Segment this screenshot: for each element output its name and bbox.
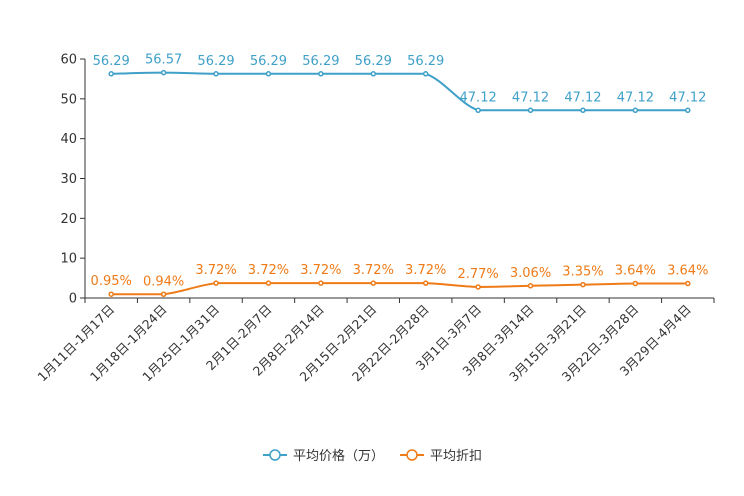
legend-label: 平均价格（万）	[293, 448, 384, 464]
data-point	[370, 280, 377, 286]
data-label: 56.29	[355, 54, 392, 69]
legend[interactable]: 平均价格（万） 平均折扣	[263, 448, 482, 464]
data-point	[632, 280, 639, 287]
data-label: 3.72%	[405, 263, 446, 278]
data-point	[213, 280, 219, 286]
data-label: 56.29	[250, 54, 287, 69]
y-tick-label: 10	[60, 252, 77, 267]
data-label: 56.29	[407, 54, 444, 69]
series-1: 56.29 56.57 56.29 56.29 56.29 56.29 56.29 47.12…	[93, 53, 706, 114]
y-tick-label: 50	[60, 92, 77, 107]
data-point	[265, 280, 272, 286]
data-point	[527, 283, 534, 289]
data-point	[213, 71, 219, 77]
data-label: 56.29	[93, 54, 130, 69]
data-label: 3.72%	[353, 263, 394, 278]
legend-item-1[interactable]: 平均价格（万）	[263, 448, 384, 464]
data-point	[422, 280, 429, 286]
data-point	[318, 71, 324, 77]
data-label: 56.29	[197, 54, 234, 69]
data-label: 47.12	[564, 90, 601, 105]
data-point	[108, 291, 114, 297]
data-point	[265, 71, 272, 77]
y-tick-label: 20	[60, 212, 77, 227]
data-label: 3.06%	[510, 266, 551, 281]
data-point	[318, 280, 324, 286]
data-label: 0.94%	[143, 274, 184, 289]
legend-circle-icon	[406, 449, 418, 461]
data-point	[475, 107, 481, 114]
data-point	[160, 291, 167, 298]
data-point	[580, 281, 586, 288]
data-point	[370, 71, 377, 77]
series-line	[111, 282, 688, 296]
data-point	[685, 107, 691, 114]
data-label: 0.95%	[91, 274, 132, 289]
data-label: 56.57	[145, 53, 182, 68]
data-label: 47.12	[460, 90, 497, 105]
data-label: 3.72%	[195, 263, 236, 278]
axes: 01020304050601月11日-1月17日1月18日-1月24日1月25日…	[34, 53, 715, 384]
data-label: 3.64%	[615, 264, 656, 279]
data-label: 3.72%	[300, 263, 341, 278]
legend-label: 平均折扣	[430, 449, 482, 464]
y-tick-label: 40	[60, 132, 77, 147]
y-tick-label: 30	[60, 172, 77, 187]
data-point	[475, 284, 481, 290]
data-label: 56.29	[302, 54, 339, 69]
series-line	[111, 71, 688, 112]
data-label: 47.12	[512, 90, 549, 105]
legend-item-2[interactable]: 平均折扣	[400, 449, 482, 464]
data-point	[580, 107, 586, 114]
series-2: 0.95% 0.94% 3.72% 3.72% 3.72% 3.72% 3.72% 2.77%…	[91, 263, 708, 298]
data-point	[422, 71, 429, 77]
data-label: 47.12	[617, 90, 654, 105]
data-point	[527, 107, 534, 114]
data-label: 47.12	[669, 90, 706, 105]
data-label: 2.77%	[457, 267, 498, 282]
series-layer: 56.29 56.57 56.29 56.29 56.29 56.29 56.29 47.12…	[91, 53, 708, 298]
legend-circle-icon	[269, 449, 281, 461]
data-label: 3.64%	[667, 264, 708, 279]
data-point	[685, 280, 691, 287]
data-label: 3.72%	[248, 263, 289, 278]
data-label: 3.35%	[562, 265, 603, 280]
data-point	[632, 107, 639, 114]
data-point	[108, 71, 114, 77]
y-tick-label: 0	[69, 292, 77, 307]
y-tick-label: 60	[60, 53, 77, 68]
data-point	[160, 69, 167, 76]
